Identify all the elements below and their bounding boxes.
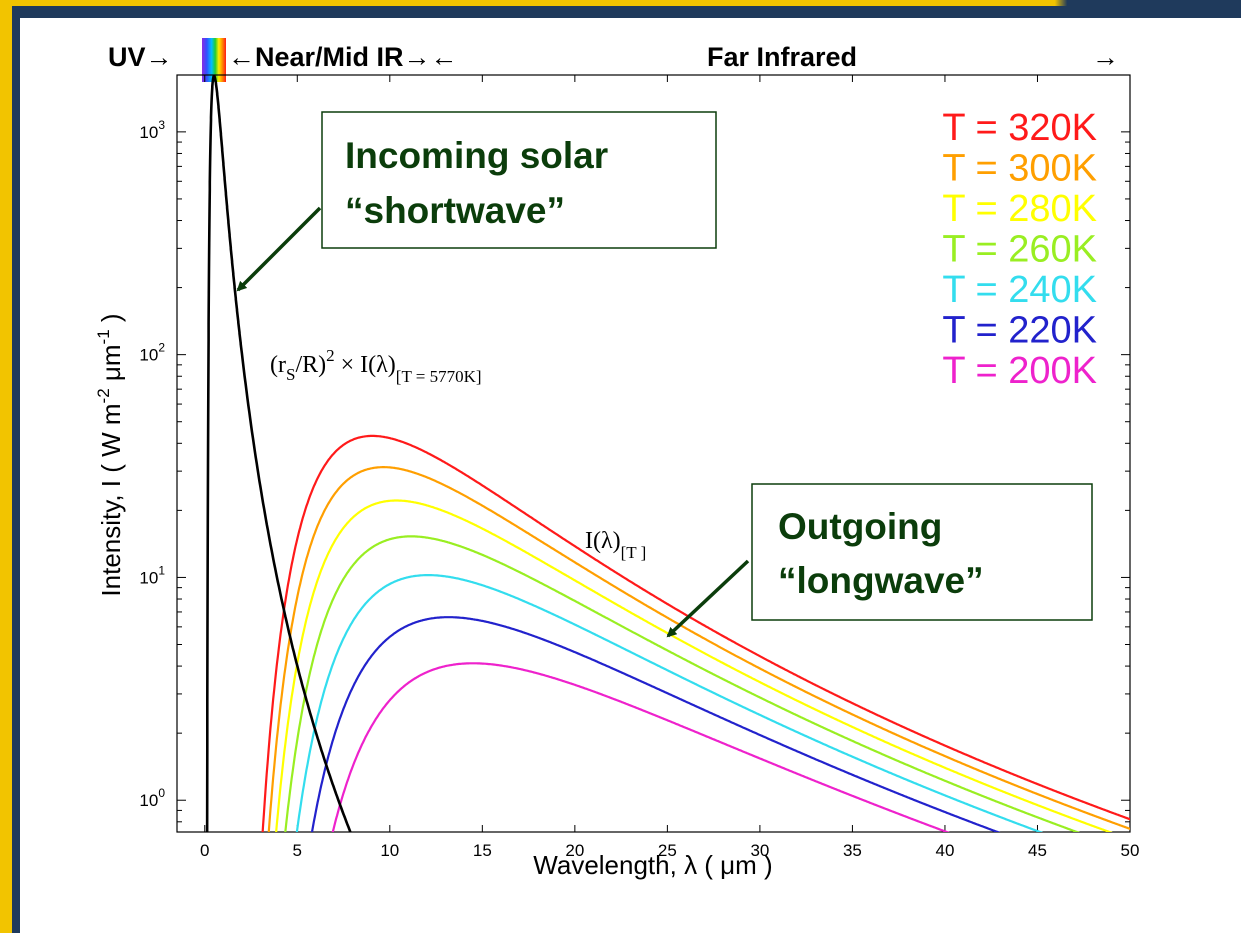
band-far-ir-arrow: → bbox=[1092, 42, 1119, 72]
curves-group bbox=[205, 75, 1130, 832]
y-tick-label: 102 bbox=[139, 341, 165, 365]
x-tick-label: 45 bbox=[1028, 841, 1047, 860]
legend-entry-260k: T = 260K bbox=[942, 229, 1097, 271]
curve-200k bbox=[331, 662, 950, 832]
x-tick-label: 5 bbox=[293, 841, 302, 860]
arrow-to-solar-curve bbox=[236, 206, 322, 292]
annotation-longwave: Outgoing “longwave” bbox=[666, 483, 1093, 638]
curve-320k bbox=[261, 434, 1130, 832]
curve-solar-5770k bbox=[205, 75, 352, 832]
curve-240k bbox=[295, 574, 1044, 832]
svg-text:“shortwave”: “shortwave” bbox=[345, 190, 565, 231]
legend-entry-320k: T = 320K bbox=[942, 107, 1097, 149]
x-tick-labels: 0 5 10 15 20 25 30 35 40 45 50 bbox=[200, 841, 1139, 860]
curve-260k bbox=[284, 535, 1081, 832]
svg-text:“longwave”: “longwave” bbox=[778, 560, 984, 601]
x-tick-label: 50 bbox=[1121, 841, 1140, 860]
band-near-mid-ir: ←Near/Mid IR→← bbox=[228, 42, 458, 72]
band-far-ir: Far Infrared bbox=[707, 42, 857, 72]
band-uv: UV→ bbox=[108, 42, 173, 72]
plot-frame bbox=[176, 74, 1131, 833]
y-tick-label: 103 bbox=[139, 118, 165, 142]
curve-280k bbox=[275, 499, 1113, 832]
curve-220k bbox=[310, 616, 1001, 832]
curve-300k bbox=[267, 466, 1130, 832]
x-tick-label: 40 bbox=[935, 841, 954, 860]
planck-curve-label: I(λ)[T ] bbox=[585, 528, 646, 562]
x-tick-label: 25 bbox=[658, 841, 677, 860]
x-tick-label: 20 bbox=[565, 841, 584, 860]
svg-text:Outgoing: Outgoing bbox=[778, 506, 942, 547]
solar-curve-label: (rS/R)2 × I(λ)[T = 5770K] bbox=[270, 346, 482, 386]
legend-entry-280k: T = 280K bbox=[942, 188, 1097, 230]
y-axis-title: Intensity, I ( W m-2 μm-1 ) bbox=[94, 313, 126, 596]
x-axis-title: Wavelength, λ ( μm ) bbox=[533, 850, 772, 880]
arrow-to-longwave-curves bbox=[666, 559, 750, 638]
y-tick-label: 101 bbox=[139, 563, 165, 587]
y-tick-label: 100 bbox=[139, 786, 165, 810]
legend-entry-220k: T = 220K bbox=[942, 310, 1097, 352]
x-tick-label: 10 bbox=[380, 841, 399, 860]
top-accent-bar bbox=[0, 0, 1241, 6]
y-tick-labels: 100 101 102 103 bbox=[139, 118, 165, 810]
axis-ticks bbox=[177, 75, 1131, 832]
legend-entry-240k: T = 240K bbox=[942, 269, 1097, 311]
annotation-solar: Incoming solar “shortwave” bbox=[236, 111, 717, 292]
x-tick-label: 35 bbox=[843, 841, 862, 860]
x-tick-label: 30 bbox=[750, 841, 769, 860]
svg-text:Incoming solar: Incoming solar bbox=[345, 135, 608, 176]
left-accent-bar bbox=[0, 0, 12, 933]
legend-entry-300k: T = 300K bbox=[942, 148, 1097, 190]
legend-entry-200k: T = 200K bbox=[942, 350, 1097, 392]
x-tick-label: 15 bbox=[473, 841, 492, 860]
x-tick-label: 0 bbox=[200, 841, 209, 860]
